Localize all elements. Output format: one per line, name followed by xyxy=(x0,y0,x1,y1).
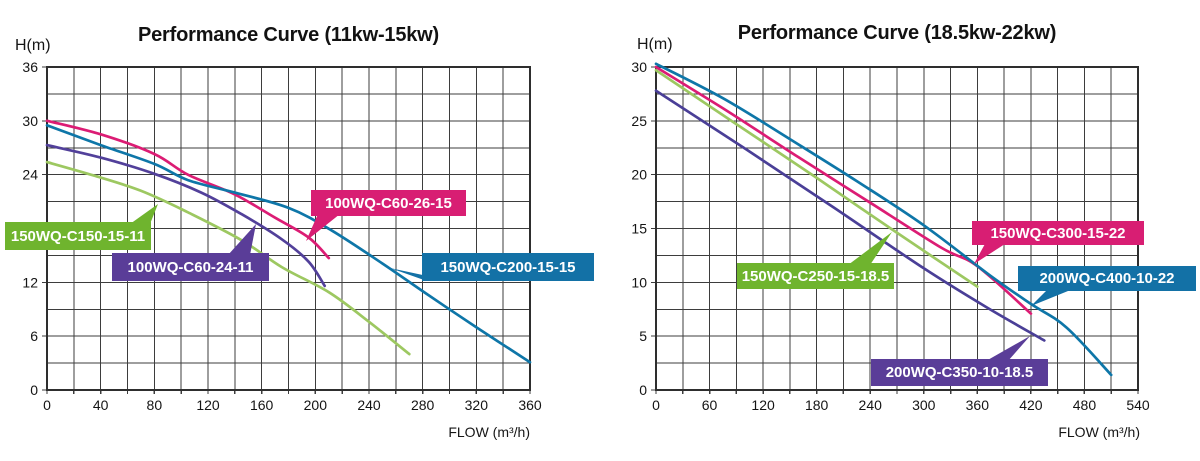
x-tick-label: 40 xyxy=(93,397,109,413)
y-tick-label: 10 xyxy=(631,274,647,290)
curve-label-150WQ-C300-15-22: 150WQ-C300-15-22 xyxy=(972,221,1144,245)
x-tick-label: 480 xyxy=(1073,397,1097,413)
x-tick-label: 0 xyxy=(652,397,660,413)
x-tick-label: 60 xyxy=(702,397,718,413)
y-tick-label: 6 xyxy=(30,328,38,344)
curve-150WQ-C200-15-15 xyxy=(45,123,532,364)
label-leaders xyxy=(130,204,446,280)
curve-label-150WQ-C200-15-15: 150WQ-C200-15-15 xyxy=(422,253,594,281)
x-tick-label: 0 xyxy=(43,397,51,413)
x-tick-label: 120 xyxy=(196,397,220,413)
x-tick-label: 540 xyxy=(1126,397,1150,413)
y-tick-label: 0 xyxy=(30,382,38,398)
x-tick-label: 420 xyxy=(1019,397,1043,413)
curve-150WQ-C250-15-18.5 xyxy=(654,68,979,288)
curve-label-100WQ-C60-26-15: 100WQ-C60-26-15 xyxy=(311,190,466,216)
chart-panel-1: 0 60 120 180 240 300 360 420 480 540 30 25 20 15 10 5 0 xyxy=(631,59,1149,413)
y-axis-unit-right: H(m) xyxy=(637,36,673,53)
x-axis-unit-left: FLOW (m³/h) xyxy=(448,424,530,440)
y-tick-label: 25 xyxy=(631,113,647,129)
y-tick-label: 0 xyxy=(639,382,647,398)
leader-150WQ-C300-15-22 xyxy=(974,242,1008,264)
chart-title-left: Performance Curve (11kw-15kw) xyxy=(137,24,439,46)
y-tick-label: 36 xyxy=(22,59,38,75)
curve-label-150WQ-C150-15-11: 150WQ-C150-15-11 xyxy=(5,222,151,250)
leader-200WQ-C400-10-22 xyxy=(1031,291,1068,306)
y-tick-label: 30 xyxy=(22,113,38,129)
x-axis-unit-right: FLOW (m³/h) xyxy=(1058,424,1140,440)
y-tick-label: 20 xyxy=(631,167,647,183)
curve-label-200WQ-C350-10-18.5: 200WQ-C350-10-18.5 xyxy=(871,359,1048,386)
curve-100WQ-C60-26-15 xyxy=(45,119,331,260)
chart-title-right: Performance Curve (18.5kw-22kw) xyxy=(737,22,1057,44)
curve-100WQ-C60-24-11 xyxy=(45,143,327,288)
y-tick-label: 12 xyxy=(22,274,38,290)
leader-100WQ-C60-26-15 xyxy=(306,214,340,241)
x-tick-label: 160 xyxy=(250,397,274,413)
tick-labels: 0 60 120 180 240 300 360 420 480 540 30 25 20 15 10 5 0 xyxy=(631,59,1149,413)
curve-label-200WQ-C400-10-22: 200WQ-C400-10-22 xyxy=(1018,266,1196,291)
curve-label-100WQ-C60-24-11: 100WQ-C60-24-11 xyxy=(112,253,269,281)
leader-200WQ-C350-10-18.5 xyxy=(986,336,1030,361)
y-tick-label: 24 xyxy=(22,167,38,183)
curve-label-150WQ-C250-15-18.5: 150WQ-C250-15-18.5 xyxy=(737,263,894,289)
x-tick-label: 360 xyxy=(518,397,542,413)
curve-200WQ-C400-10-22 xyxy=(654,62,1113,377)
y-tick-label: 5 xyxy=(639,328,647,344)
label-leaders xyxy=(848,232,1068,361)
x-tick-label: 280 xyxy=(411,397,435,413)
x-tick-label: 200 xyxy=(304,397,328,413)
y-tick-label: 15 xyxy=(631,221,647,237)
curves xyxy=(45,119,532,364)
tick-labels: 0 40 80 120 160 200 240 280 320 360 36 30 24 12 6 0 xyxy=(22,59,541,413)
leader-100WQ-C60-24-11 xyxy=(228,224,256,255)
x-tick-label: 80 xyxy=(147,397,163,413)
x-tick-label: 120 xyxy=(751,397,775,413)
chart-panel-0: 0 40 80 120 160 200 240 280 320 360 36 30 24 12 6 0 xyxy=(22,59,541,413)
y-tick-label: 30 xyxy=(631,59,647,75)
x-tick-label: 180 xyxy=(805,397,829,413)
curve-200WQ-C350-10-18.5 xyxy=(654,89,1046,342)
x-tick-label: 240 xyxy=(859,397,883,413)
x-tick-label: 320 xyxy=(465,397,489,413)
y-axis-unit-left: H(m) xyxy=(15,37,51,54)
curves xyxy=(654,62,1113,377)
x-tick-label: 360 xyxy=(966,397,990,413)
leader-150WQ-C250-15-18.5 xyxy=(848,232,892,265)
leader-150WQ-C150-15-11 xyxy=(130,204,158,224)
x-tick-label: 240 xyxy=(357,397,381,413)
x-tick-label: 300 xyxy=(912,397,936,413)
